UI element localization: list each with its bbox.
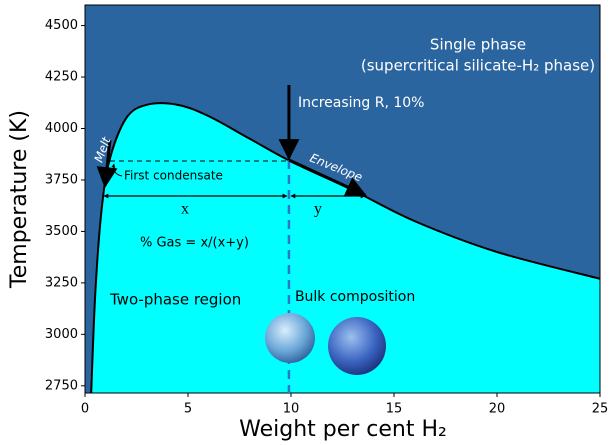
x-tick-label: 5 [184,402,192,417]
y-tick-label: 3750 [45,172,78,187]
y-tick-label: 2750 [45,378,78,393]
y-tick-label: 3500 [45,224,78,239]
annotation: (supercritical silicate-H₂ phase) [361,57,595,75]
two-phase-area [91,103,601,393]
y-tick-label: 4250 [45,70,78,85]
x-axis-label: Weight per cent H₂ [239,417,447,442]
annotation: % Gas = x/(x+y) [140,236,249,251]
annotation: Increasing R, 10% [298,95,424,111]
y-tick-label: 4500 [45,18,78,33]
bulk-composition-label: Bulk composition [295,289,415,305]
plot-frame [84,4,601,394]
x-tick-label: 25 [592,402,609,417]
condensate-pointer [111,163,123,177]
x-tick-label: 15 [386,402,403,417]
planet [328,317,386,375]
melt-arrow [96,139,118,189]
y-axis-label: Temperature (K) [7,110,32,289]
y-tick-label: 4000 [45,121,78,136]
annotation: Two-phase region [109,291,241,309]
x-tick-label: 10 [283,402,300,417]
planet [265,313,315,363]
envelope-arrow [288,158,367,197]
annotation: Single phase [430,36,526,54]
annotation: x [181,201,189,218]
y-tick-label: 3250 [45,275,78,290]
annotation: First condensate [124,169,223,183]
x-tick-label: 0 [81,402,89,417]
x-tick-label: 20 [489,402,506,417]
annotation: y [314,201,322,218]
y-tick-label: 3000 [45,327,78,342]
phase-boundary [90,102,601,394]
